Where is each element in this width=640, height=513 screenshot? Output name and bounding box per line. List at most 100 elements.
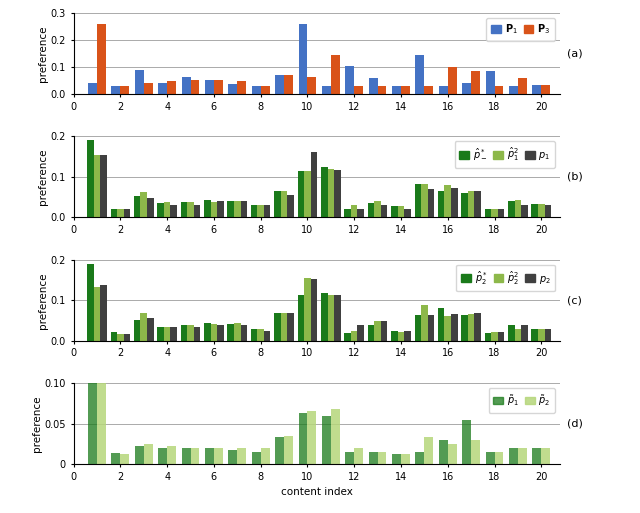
Bar (334, 295, 340, 341)
Bar (346, 66, 354, 94)
Y-axis label: preference: preference (38, 149, 48, 205)
Bar (509, 86, 518, 94)
Y-axis label: preference: preference (38, 25, 48, 82)
Bar (205, 81, 214, 94)
Bar (484, 333, 492, 341)
Bar (141, 313, 147, 341)
Legend: $\mathbf{P}_1$, $\mathbf{P}_3$: $\mathbf{P}_1$, $\mathbf{P}_3$ (486, 17, 555, 41)
Bar (100, 285, 107, 341)
Bar (369, 452, 378, 464)
Bar (344, 333, 351, 341)
Y-axis label: preference: preference (38, 272, 48, 328)
Bar (134, 320, 141, 341)
Bar (120, 87, 129, 94)
Bar (257, 205, 264, 218)
Bar (147, 198, 154, 218)
Bar (144, 444, 152, 464)
Bar (204, 200, 211, 218)
Bar (461, 193, 468, 218)
Bar (120, 453, 129, 464)
Bar (227, 324, 234, 341)
Bar (287, 313, 294, 341)
Bar (498, 332, 504, 341)
Bar (521, 325, 528, 341)
Bar (415, 184, 421, 218)
Bar (474, 191, 481, 218)
Bar (358, 325, 364, 341)
Bar (88, 383, 97, 464)
Bar (167, 446, 176, 464)
Bar (93, 155, 100, 218)
Bar (368, 203, 374, 218)
Bar (251, 329, 257, 341)
Bar (304, 278, 310, 341)
Bar (135, 446, 144, 464)
Bar (354, 448, 363, 464)
Bar (328, 295, 334, 341)
Bar (461, 315, 468, 341)
Bar (368, 325, 374, 341)
Bar (495, 86, 504, 94)
Bar (158, 448, 167, 464)
Bar (381, 321, 387, 341)
Bar (351, 205, 358, 218)
Bar (374, 321, 381, 341)
Bar (158, 83, 167, 94)
Bar (415, 452, 424, 464)
Bar (228, 84, 237, 94)
Bar (346, 452, 354, 464)
Bar (228, 450, 237, 464)
Bar (515, 329, 521, 341)
Bar (518, 78, 527, 94)
Bar (521, 205, 528, 218)
Bar (227, 201, 234, 218)
Bar (237, 448, 246, 464)
Bar (392, 453, 401, 464)
Text: (d): (d) (567, 419, 583, 429)
Bar (264, 331, 271, 341)
Bar (518, 448, 527, 464)
Bar (241, 201, 247, 218)
Bar (378, 452, 387, 464)
Bar (474, 313, 481, 341)
Bar (167, 81, 176, 94)
Bar (274, 191, 281, 218)
Bar (194, 205, 200, 218)
Bar (180, 325, 188, 341)
Bar (401, 87, 410, 94)
Bar (87, 264, 93, 341)
Y-axis label: preference: preference (32, 396, 42, 452)
Bar (88, 83, 97, 94)
Bar (492, 332, 498, 341)
Bar (545, 205, 551, 218)
Bar (322, 416, 331, 464)
Bar (191, 448, 200, 464)
Bar (321, 167, 328, 218)
Bar (241, 325, 247, 341)
Bar (541, 85, 550, 94)
Bar (307, 411, 316, 464)
Bar (275, 74, 284, 94)
Bar (214, 81, 223, 94)
Bar (274, 313, 281, 341)
Bar (170, 205, 177, 218)
Bar (180, 202, 188, 218)
Bar (157, 203, 164, 218)
Bar (264, 205, 271, 218)
Bar (428, 315, 434, 341)
X-axis label: content index: content index (281, 487, 353, 498)
Bar (438, 308, 444, 341)
Text: (c): (c) (567, 295, 582, 305)
Bar (211, 324, 217, 341)
Bar (205, 448, 214, 464)
Bar (144, 83, 152, 94)
Text: (a): (a) (567, 48, 583, 58)
Bar (541, 448, 550, 464)
Bar (509, 448, 518, 464)
Bar (97, 24, 106, 94)
Bar (354, 86, 363, 94)
Bar (462, 420, 471, 464)
Bar (545, 329, 551, 341)
Bar (111, 332, 117, 341)
Bar (284, 436, 293, 464)
